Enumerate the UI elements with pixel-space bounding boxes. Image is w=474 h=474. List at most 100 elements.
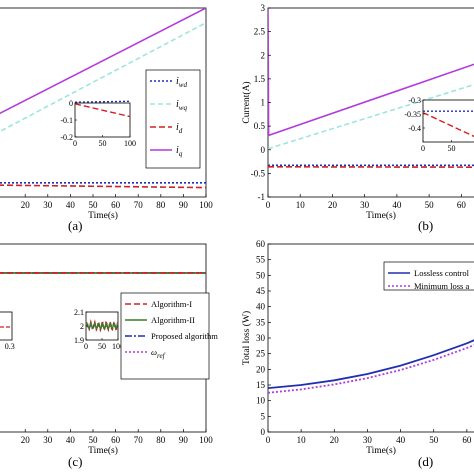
inset-y-tick-label-b: -0.4 [408, 124, 421, 133]
x-tick-label-d: 40 [396, 435, 406, 445]
y-tick-label-b: -0.5 [251, 168, 266, 178]
inset-y-tick-label-c: 2 [80, 322, 84, 331]
x-tick-label-a: 20 [21, 200, 31, 210]
inset-a: 0 50 100 0 -0.1 -0.2 [60, 99, 136, 148]
x-tick-label-b: 20 [328, 200, 338, 210]
legend-c: Algorithm-I Algorithm-II Proposed algorith… [120, 292, 218, 380]
x-axis-label-a: Time(s) [88, 210, 118, 221]
legend-a: iwd iwq id iq [145, 69, 201, 169]
inset-line-b-1 [422, 111, 474, 138]
x-tick-label-b: 0 [266, 200, 271, 210]
y-tick-label-b: 2 [261, 50, 266, 60]
inset-x-tick-label-c: 50 [98, 342, 106, 351]
x-tick-label-a: 30 [43, 200, 53, 210]
inset-y-tick-label-b: -0.35 [404, 110, 421, 119]
x-tick-label-b: 60 [457, 200, 467, 210]
inset-x-tick-label-b: 0 [421, 144, 425, 153]
legend-sub-a: wq [179, 104, 188, 112]
inset-line-a-0 [74, 100, 131, 103]
series-group-d [268, 339, 474, 394]
y-tick-label-d: 20 [256, 364, 266, 374]
series-line-a-3 [0, 184, 206, 189]
x-tick-label-c: 50 [89, 435, 99, 445]
caption-d: (d) [418, 454, 434, 469]
caption-b: (b) [418, 218, 434, 233]
y-tick-label-b: -1 [258, 192, 266, 202]
series-line-b-4 [268, 8, 270, 136]
y-tick-label-d: 50 [256, 270, 266, 280]
y-tick-label-b: 2.5 [254, 27, 266, 37]
x-tick-label-b: 40 [392, 200, 402, 210]
panel-b: 0 10 20 30 40 50 60 3 2.5 2 1.5 1 0.5 0 -0.5 -1 Time(s) C… [241, 3, 474, 221]
inset-line-a-1 [74, 103, 131, 118]
legend-label-c: Proposed algorithm [151, 331, 218, 341]
y-tick-label-d: 35 [256, 317, 266, 327]
panel-d: 0 10 20 30 40 50 60605550454035302520151050Tim… [241, 239, 474, 456]
series-line-b-0 [268, 63, 474, 137]
inset-frame-b [422, 99, 474, 143]
inset-y-tick-label-b: -0.3 [408, 96, 421, 105]
y-tick-label-d: 10 [256, 396, 266, 406]
inset-y-tick-label-c: 1.9 [74, 336, 84, 345]
small-inset-frame-c [0, 311, 13, 341]
x-tick-label-c: 40 [66, 435, 76, 445]
legend-label-d: Lossless control [414, 268, 470, 278]
legend-box-a [145, 69, 201, 169]
series-group-b [268, 8, 474, 168]
x-axis-label-c: Time(s) [88, 445, 118, 456]
x-tick-label-d: 10 [297, 435, 307, 445]
inset-x-tick-label-b: 50 [448, 144, 456, 153]
inset-x-tick-label-a: 100 [124, 139, 136, 148]
inset-x-tick-label-c: 0 [84, 342, 88, 351]
y-tick-label-d: 15 [256, 380, 266, 390]
y-axis-label-b: Current(A) [241, 81, 252, 123]
legend-sub-c: ref [157, 352, 166, 360]
x-tick-label-d: 0 [266, 435, 271, 445]
caption-a: (a) [68, 218, 83, 233]
caption-c: (c) [68, 454, 83, 469]
y-tick-label-b: 0.5 [254, 121, 266, 131]
y-tick-label-b: 0 [261, 145, 266, 155]
small-inset-x-tick-label-c: 0.3 [5, 342, 15, 351]
y-tick-label-b: 1.5 [254, 74, 266, 84]
x-tick-label-a: 40 [66, 200, 76, 210]
x-tick-label-b: 50 [425, 200, 435, 210]
y-tick-label-b: 1 [261, 98, 266, 108]
series-line-d-1 [268, 344, 474, 394]
x-axis-label-b: Time(s) [366, 210, 396, 221]
y-tick-label-d: 40 [256, 302, 266, 312]
inset-b: 0 50 -0.3 -0.35 -0.4 [404, 96, 474, 153]
inset-line-c-2 [85, 321, 119, 331]
legend-label-a: iwq [176, 99, 187, 112]
inset-y-tick-label-a: -0.2 [60, 133, 73, 142]
series-line-a-1 [0, 21, 206, 133]
series-line-d-0 [268, 339, 474, 389]
x-tick-label-a: 80 [156, 200, 166, 210]
legend-label-a: iwd [176, 76, 187, 89]
legend-label-a: iq [176, 145, 183, 158]
series-line-b-1 [268, 83, 474, 150]
series-line-a-0 [0, 8, 206, 115]
x-tick-label-d: 20 [330, 435, 340, 445]
x-tick-label-d: 60 [462, 435, 472, 445]
inset-y-tick-label-a: 0 [69, 99, 73, 108]
y-axis-label-d: Total loss (W) [241, 311, 252, 365]
legend-sub-a: wd [179, 81, 188, 89]
inset-c: 0 50 100 2.1 2 1.9 [74, 308, 124, 351]
inset-frame-a [74, 102, 131, 138]
x-tick-label-a: 60 [111, 200, 121, 210]
y-tick-label-d: 25 [256, 349, 266, 359]
x-tick-label-a: 90 [179, 200, 189, 210]
y-tick-label-d: 55 [256, 255, 266, 265]
legend-label-d: Minimum loss a [414, 281, 469, 291]
inset-x-tick-label-a: 0 [73, 139, 77, 148]
x-tick-label-b: 10 [296, 200, 306, 210]
legend-label-a: id [176, 122, 183, 135]
y-tick-label-d: 30 [256, 333, 266, 343]
inset-x-tick-label-a: 50 [99, 139, 107, 148]
y-tick-label-d: 45 [256, 286, 266, 296]
x-tick-label-a: 70 [134, 200, 144, 210]
legend-label-c: Algorithm-II [151, 315, 195, 325]
